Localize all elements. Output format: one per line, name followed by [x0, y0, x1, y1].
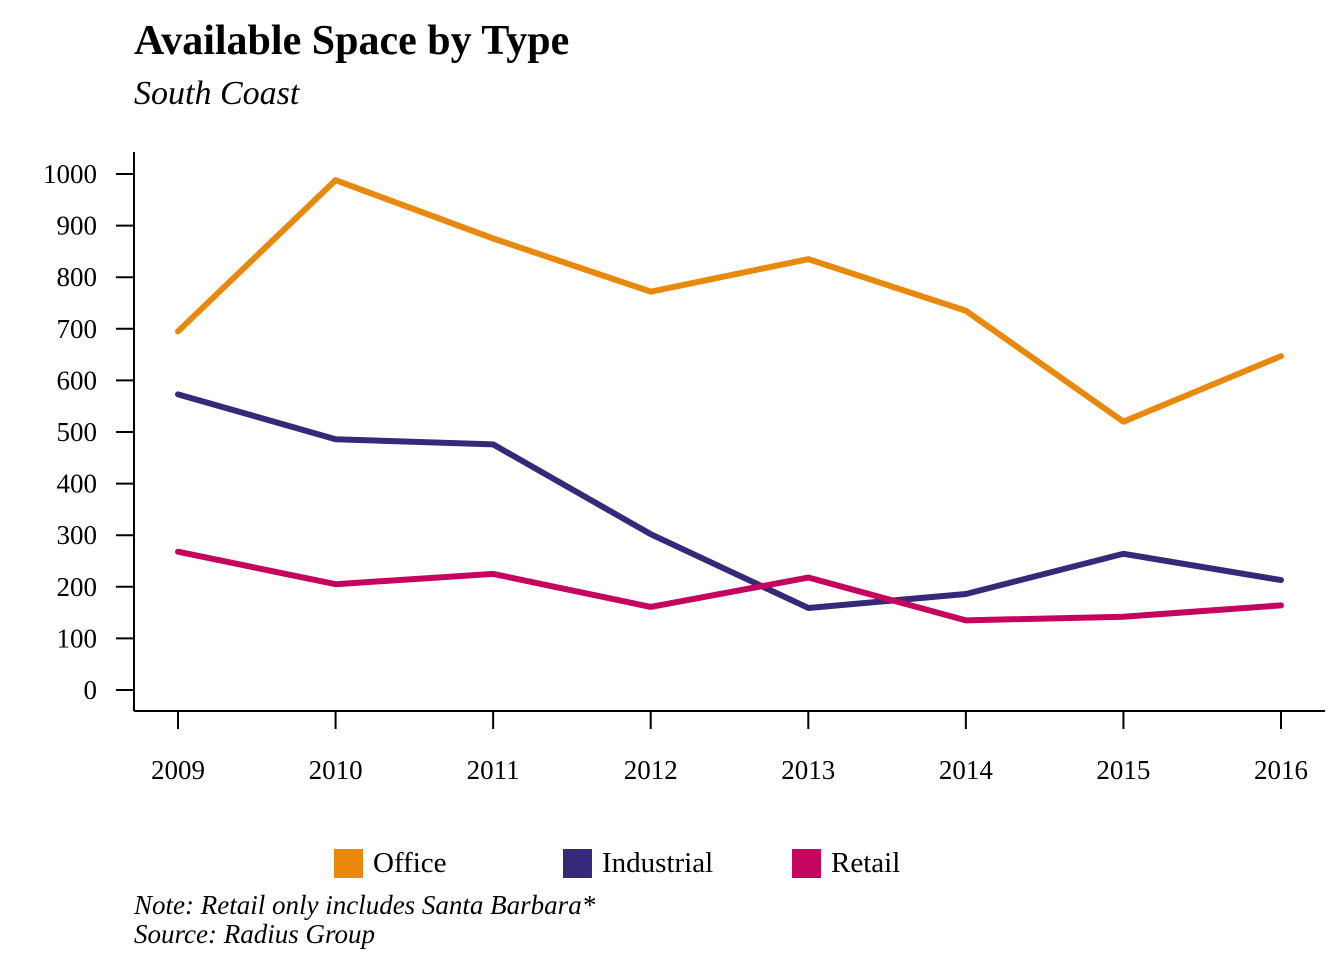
chart-subtitle: South Coast [134, 75, 300, 112]
x-tick-label: 2014 [939, 755, 994, 785]
legend-swatch-industrial [563, 849, 592, 878]
legend-label-office: Office [373, 847, 447, 879]
x-tick-label: 2015 [1096, 755, 1150, 785]
y-tick-label: 0 [84, 675, 98, 705]
chart-title: Available Space by Type [134, 18, 570, 64]
x-axis: 2009 2010 2011 2012 2013 2014 2015 2016 [134, 710, 1325, 785]
legend-swatch-retail [792, 849, 821, 878]
series-lines [175, 177, 1284, 624]
x-tick-label: 2012 [624, 755, 678, 785]
series-line-retail [175, 548, 1284, 624]
y-tick-label: 600 [57, 365, 98, 395]
series-line-office [175, 177, 1284, 425]
legend-item-industrial: Industrial [563, 847, 713, 880]
chart-note: Note: Retail only includes Santa Barbara… [134, 890, 596, 920]
chart-source: Source: Radius Group [134, 919, 375, 949]
x-tick-label: 2009 [151, 755, 205, 785]
y-tick-label: 700 [57, 314, 98, 344]
y-tick-label: 400 [57, 469, 98, 499]
x-tick-label: 2016 [1254, 755, 1308, 785]
legend-item-office: Office [334, 847, 447, 880]
legend-item-retail: Retail [792, 847, 900, 880]
x-tick-label: 2013 [781, 755, 835, 785]
y-tick-label: 500 [57, 417, 98, 447]
y-axis: 0 100 200 300 400 500 600 700 800 900 1000 [43, 152, 135, 711]
y-tick-label: 100 [57, 623, 98, 653]
y-tick-label: 300 [57, 520, 98, 550]
y-tick-label: 1000 [43, 159, 97, 189]
legend-label-industrial: Industrial [602, 847, 714, 879]
x-tick-label: 2011 [467, 755, 520, 785]
x-tick-label: 2010 [309, 755, 363, 785]
series-line-industrial [175, 391, 1284, 611]
y-tick-label: 800 [57, 262, 98, 292]
y-tick-label: 200 [57, 572, 98, 602]
y-tick-label: 900 [57, 211, 98, 241]
legend-label-retail: Retail [831, 847, 901, 879]
legend: Office Industrial Retail [0, 847, 1344, 887]
legend-swatch-office [334, 849, 363, 878]
